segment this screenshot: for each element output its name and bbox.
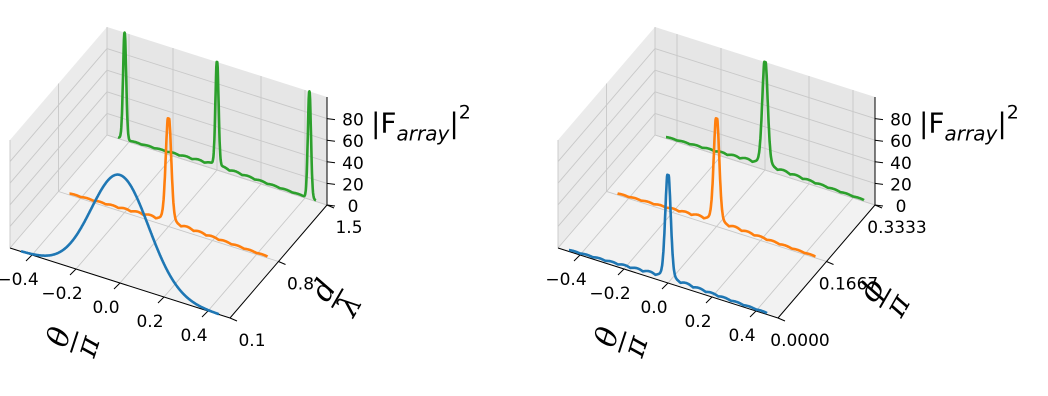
y-tick-label: 0.1 <box>238 331 265 351</box>
x-tick-mark <box>201 310 209 318</box>
z-axis-label: |Farray|2 <box>919 101 1019 145</box>
z-tick-mark <box>874 161 884 164</box>
z-tick-label: 40 <box>342 154 364 174</box>
z-tick-mark <box>326 204 336 207</box>
left-grid-line <box>9 48 108 162</box>
y-tick-label: 0.0000 <box>770 331 829 351</box>
x-tick-mark <box>617 268 625 276</box>
y-tick-mark <box>777 317 786 322</box>
back-grid-line <box>654 69 876 141</box>
svg-text:π: π <box>68 330 108 362</box>
series-line-1 <box>567 173 769 315</box>
x-tick-label: −0.4 <box>545 270 586 290</box>
svg-text:π: π <box>616 330 656 362</box>
back-grid-line <box>654 134 876 206</box>
x-axis-label: θπ <box>40 323 108 362</box>
back-grid-line <box>654 91 876 163</box>
x-tick-mark <box>661 282 669 290</box>
series-line-3 <box>117 31 318 202</box>
x-tick-mark <box>69 268 77 276</box>
x-tick-mark <box>25 254 33 262</box>
z-tick-mark <box>874 182 884 185</box>
x-tick-mark <box>113 282 121 290</box>
x-tick-mark <box>749 310 757 318</box>
y-tick-label: 0.1667 <box>819 274 878 294</box>
y-tick-label: 1.5 <box>335 218 362 238</box>
y-tick-mark <box>229 317 238 322</box>
x-tick-mark <box>705 296 713 304</box>
z-tick-mark <box>326 139 336 142</box>
x-tick-label: 0.2 <box>684 312 711 332</box>
z-tick-label: 20 <box>342 175 364 195</box>
z-tick-mark <box>874 204 884 207</box>
left-grid-line <box>557 48 656 162</box>
x-tick-label: −0.2 <box>41 284 82 304</box>
z-tick-mark <box>874 139 884 142</box>
z-tick-label: 60 <box>342 132 364 152</box>
series-line-3 <box>664 60 866 202</box>
z-tick-label: 20 <box>890 175 912 195</box>
svg-text:λ: λ <box>330 288 370 323</box>
z-tick-label: 40 <box>890 154 912 174</box>
left-grid-line <box>9 113 108 227</box>
series-line-2 <box>616 117 817 258</box>
left-grid-line <box>557 69 656 184</box>
left-grid-line <box>9 69 108 184</box>
left-grid-line <box>557 113 656 227</box>
x-axis-label: θπ <box>588 323 656 362</box>
back-grid-line <box>106 69 328 141</box>
chart-panel-2: −0.4−0.2 0.0 0.2 0.4 0.0000 0.1667 0.333302040… <box>545 27 1019 362</box>
x-tick-label: 0.0 <box>640 298 667 318</box>
x-tick-mark <box>157 296 165 304</box>
x-tick-mark <box>573 254 581 262</box>
x-tick-label: 0.4 <box>180 326 207 346</box>
y-tick-mark <box>278 261 286 265</box>
back-grid-line <box>106 112 328 184</box>
y-tick-label: 0.3333 <box>867 218 926 238</box>
x-tick-label: 0.2 <box>136 312 163 332</box>
left-grid-line <box>557 91 656 206</box>
z-tick-mark <box>326 182 336 185</box>
left-grid-line <box>557 134 656 249</box>
floor-grid-line <box>606 191 827 262</box>
x-tick-label: 0.4 <box>728 326 755 346</box>
x-tick-label: 0.0 <box>92 298 119 318</box>
back-grid-line <box>654 48 876 120</box>
y-axis-label: ϕπ <box>852 273 919 324</box>
z-tick-label: 60 <box>890 132 912 152</box>
back-grid-line <box>106 134 328 206</box>
z-tick-mark <box>874 118 884 121</box>
y-tick-label: 0.8 <box>287 275 314 295</box>
z-tick-label: 80 <box>890 111 912 131</box>
x-tick-label: −0.2 <box>589 284 630 304</box>
z-tick-label: 0 <box>348 197 359 217</box>
left-grid-line <box>9 91 108 206</box>
series-line-1 <box>19 173 220 316</box>
z-axis-label: |Farray|2 <box>371 101 471 145</box>
back-grid-line <box>654 112 876 184</box>
z-tick-mark <box>326 118 336 121</box>
x-tick-label: −0.4 <box>0 270 39 290</box>
y-axis-label: dλ <box>304 273 370 323</box>
z-tick-label: 0 <box>896 197 907 217</box>
y-axis-line <box>777 204 876 319</box>
series-line-2 <box>68 117 269 258</box>
z-tick-label: 80 <box>342 111 364 131</box>
z-tick-mark <box>326 161 336 164</box>
left-grid-line <box>9 134 108 249</box>
back-grid-line <box>106 91 328 163</box>
y-tick-mark <box>826 261 834 265</box>
